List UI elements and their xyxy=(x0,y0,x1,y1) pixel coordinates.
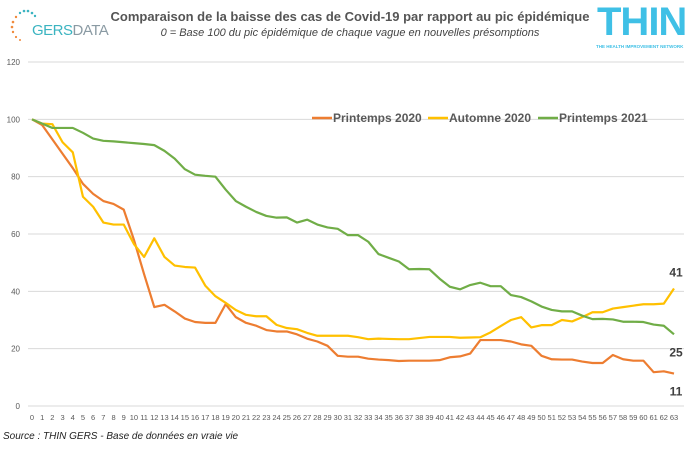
x-tick-label: 4 xyxy=(71,413,75,422)
x-tick-label: 47 xyxy=(507,413,515,422)
legend-label: Printemps 2020 xyxy=(333,111,422,125)
x-tick-label: 28 xyxy=(313,413,321,422)
x-tick-label: 48 xyxy=(517,413,525,422)
x-tick-label: 30 xyxy=(334,413,342,422)
x-tick-label: 56 xyxy=(598,413,606,422)
x-tick-label: 27 xyxy=(303,413,311,422)
x-tick-label: 11 xyxy=(140,413,148,422)
x-tick-label: 60 xyxy=(639,413,647,422)
series-line-printemps-2020 xyxy=(31,118,675,375)
gersdata-logo: GERSDATA xyxy=(8,8,109,47)
x-tick-label: 32 xyxy=(354,413,362,422)
x-tick-label: 49 xyxy=(527,413,535,422)
y-tick-label: 100 xyxy=(7,115,21,124)
x-tick-label: 3 xyxy=(60,413,64,422)
x-tick-label: 36 xyxy=(395,413,403,422)
x-tick-label: 19 xyxy=(221,413,229,422)
x-tick-label: 45 xyxy=(486,413,494,422)
x-tick-label: 33 xyxy=(364,413,372,422)
x-tick-label: 34 xyxy=(374,413,382,422)
x-tick-label: 2 xyxy=(50,413,54,422)
x-tick-label: 21 xyxy=(242,413,250,422)
x-tick-label: 41 xyxy=(446,413,454,422)
x-tick-label: 59 xyxy=(629,413,637,422)
x-tick-label: 24 xyxy=(272,413,280,422)
x-tick-label: 37 xyxy=(405,413,413,422)
x-tick-label: 5 xyxy=(81,413,85,422)
x-tick-label: 15 xyxy=(181,413,189,422)
x-tick-label: 54 xyxy=(578,413,586,422)
x-tick-label: 62 xyxy=(660,413,668,422)
x-tick-label: 58 xyxy=(619,413,627,422)
y-tick-label: 40 xyxy=(11,287,20,296)
x-tick-label: 12 xyxy=(150,413,158,422)
thin-logo-subtitle: THE HEALTH IMPROVEMENT NETWORK xyxy=(596,44,684,49)
x-tick-label: 42 xyxy=(456,413,464,422)
y-tick-label: 20 xyxy=(11,345,20,354)
data-label-end: 11 xyxy=(670,385,683,399)
x-tick-label: 18 xyxy=(211,413,219,422)
x-tick-label: 9 xyxy=(122,413,126,422)
source-note: Source : THIN GERS - Base de données en … xyxy=(3,431,239,442)
x-tick-label: 50 xyxy=(537,413,545,422)
x-tick-label: 0 xyxy=(30,413,34,422)
x-tick-label: 53 xyxy=(568,413,576,422)
x-tick-label: 57 xyxy=(609,413,617,422)
x-tick-label: 26 xyxy=(293,413,301,422)
data-label-end: 25 xyxy=(669,345,683,359)
x-tick-label: 46 xyxy=(497,413,505,422)
y-tick-label: 80 xyxy=(11,173,20,182)
legend-label: Printemps 2021 xyxy=(559,111,648,125)
chart-title: Comparaison de la baisse des cas de Covi… xyxy=(110,9,590,24)
x-tick-label: 63 xyxy=(670,413,678,422)
y-tick-label: 120 xyxy=(7,58,21,67)
x-tick-label: 29 xyxy=(323,413,331,422)
y-tick-label: 0 xyxy=(16,402,21,411)
series-line-automne-2020 xyxy=(31,118,675,341)
x-tick-label: 7 xyxy=(101,413,105,422)
x-tick-label: 51 xyxy=(548,413,556,422)
x-tick-label: 35 xyxy=(384,413,392,422)
x-tick-label: 44 xyxy=(476,413,484,422)
data-label-end: 41 xyxy=(669,265,683,279)
y-tick-label: 60 xyxy=(11,230,20,239)
x-tick-label: 6 xyxy=(91,413,95,422)
x-tick-label: 55 xyxy=(588,413,596,422)
thin-logo: THIN xyxy=(597,0,687,44)
x-tick-label: 14 xyxy=(170,413,178,422)
legend-label: Automne 2020 xyxy=(449,111,531,125)
x-tick-label: 61 xyxy=(649,413,657,422)
x-tick-label: 22 xyxy=(252,413,260,422)
x-tick-label: 10 xyxy=(130,413,138,422)
x-tick-label: 38 xyxy=(415,413,423,422)
x-tick-label: 20 xyxy=(232,413,240,422)
x-tick-label: 1 xyxy=(40,413,44,422)
chart-subtitle: 0 = Base 100 du pic épidémique de chaque… xyxy=(160,27,540,39)
x-tick-label: 23 xyxy=(262,413,270,422)
x-tick-label: 43 xyxy=(466,413,474,422)
x-tick-label: 31 xyxy=(344,413,352,422)
gersdata-dots-icon xyxy=(10,9,37,41)
x-tick-label: 16 xyxy=(191,413,199,422)
x-tick-label: 40 xyxy=(435,413,443,422)
gersdata-logo-text: GERSDATA xyxy=(32,22,109,39)
x-tick-label: 25 xyxy=(283,413,291,422)
series-line-printemps-2021 xyxy=(31,118,675,336)
x-tick-label: 13 xyxy=(160,413,168,422)
x-tick-label: 52 xyxy=(558,413,566,422)
x-tick-label: 8 xyxy=(111,413,115,422)
x-tick-label: 17 xyxy=(201,413,209,422)
x-tick-label: 39 xyxy=(425,413,433,422)
